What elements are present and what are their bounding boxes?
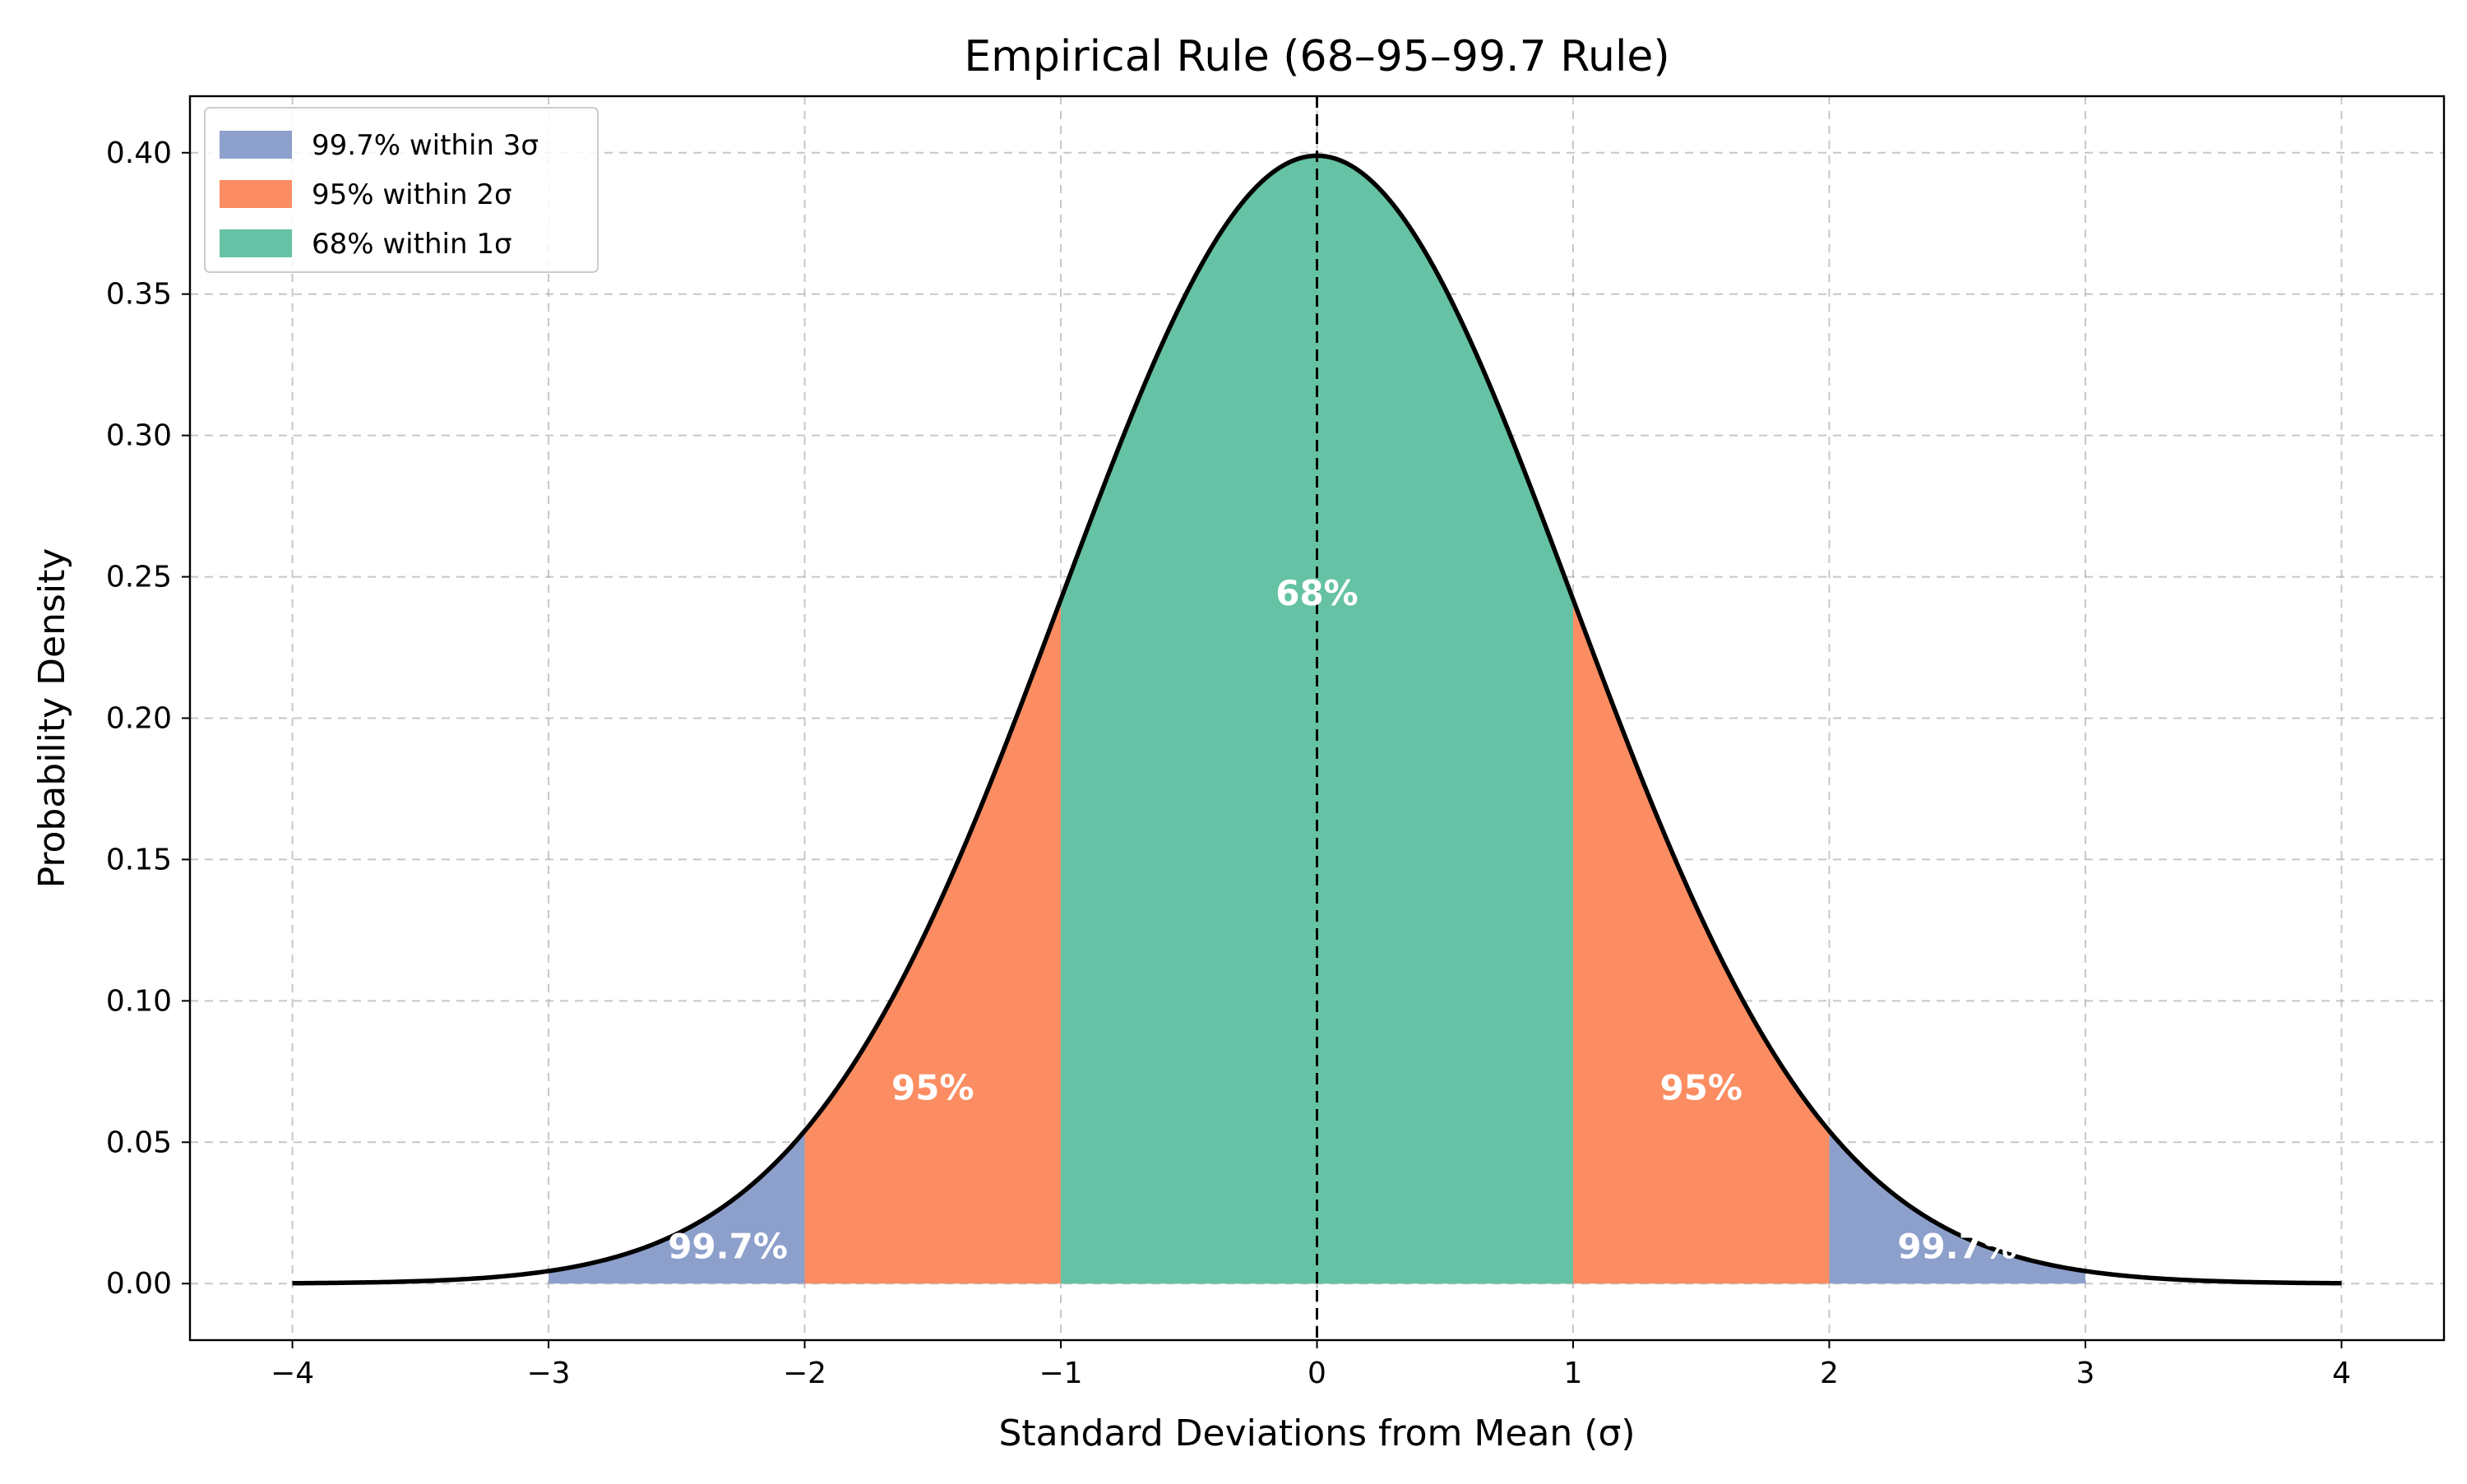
y-tick-label: 0.10 bbox=[106, 984, 172, 1018]
region-annotation: 95% bbox=[1659, 1068, 1743, 1108]
region-annotation: 68% bbox=[1275, 573, 1358, 613]
y-tick-label: 0.05 bbox=[106, 1126, 172, 1159]
legend-swatch bbox=[220, 180, 292, 208]
chart-title: Empirical Rule (68–95–99.7 Rule) bbox=[964, 32, 1669, 81]
x-tick-label: −3 bbox=[527, 1357, 571, 1390]
x-tick-label: 3 bbox=[2076, 1357, 2094, 1390]
y-tick-label: 0.30 bbox=[106, 419, 172, 453]
x-tick-label: −1 bbox=[1039, 1357, 1082, 1390]
y-tick-label: 0.00 bbox=[106, 1267, 172, 1301]
legend-swatch bbox=[220, 131, 292, 159]
x-tick-label: 0 bbox=[1308, 1357, 1326, 1390]
legend-box bbox=[204, 107, 599, 273]
y-tick-label: 0.15 bbox=[106, 843, 172, 876]
legend: 99.7% within 3σ 95% within 2σ 68% within 1… bbox=[204, 107, 599, 273]
y-tick-label: 0.40 bbox=[106, 136, 172, 170]
x-tick-label: 2 bbox=[1820, 1357, 1839, 1390]
x-tick-label: −4 bbox=[271, 1357, 314, 1390]
y-tick-label: 0.35 bbox=[106, 278, 172, 312]
x-tick-label: −2 bbox=[783, 1357, 826, 1390]
x-tick-label: 4 bbox=[2332, 1357, 2351, 1390]
legend-swatch bbox=[220, 229, 292, 257]
legend-label: 95% within 2σ bbox=[312, 178, 512, 211]
x-tick-label: 1 bbox=[1564, 1357, 1583, 1390]
annotation-layer: 68% 95% 95% 99.7% 99.7% bbox=[668, 573, 2017, 1266]
legend-label: 68% within 1σ bbox=[312, 228, 512, 261]
y-tick-label: 0.20 bbox=[106, 702, 172, 736]
region-annotation: 99.7% bbox=[668, 1226, 788, 1266]
y-axis-label: Probability Density bbox=[31, 548, 73, 889]
tick-layer: −4 −3 −2 −1 0 1 2 3 4 0.00 0.05 0.10 0.15 0.20 0.25 0.3… bbox=[106, 136, 2351, 1390]
x-axis-label: Standard Deviations from Mean (σ) bbox=[999, 1412, 1636, 1454]
curve-layer bbox=[292, 96, 2342, 1340]
legend-label: 99.7% within 3σ bbox=[312, 129, 539, 162]
region-annotation: 99.7% bbox=[1897, 1226, 2017, 1266]
y-tick-label: 0.25 bbox=[106, 561, 172, 594]
region-annotation: 95% bbox=[891, 1068, 974, 1108]
